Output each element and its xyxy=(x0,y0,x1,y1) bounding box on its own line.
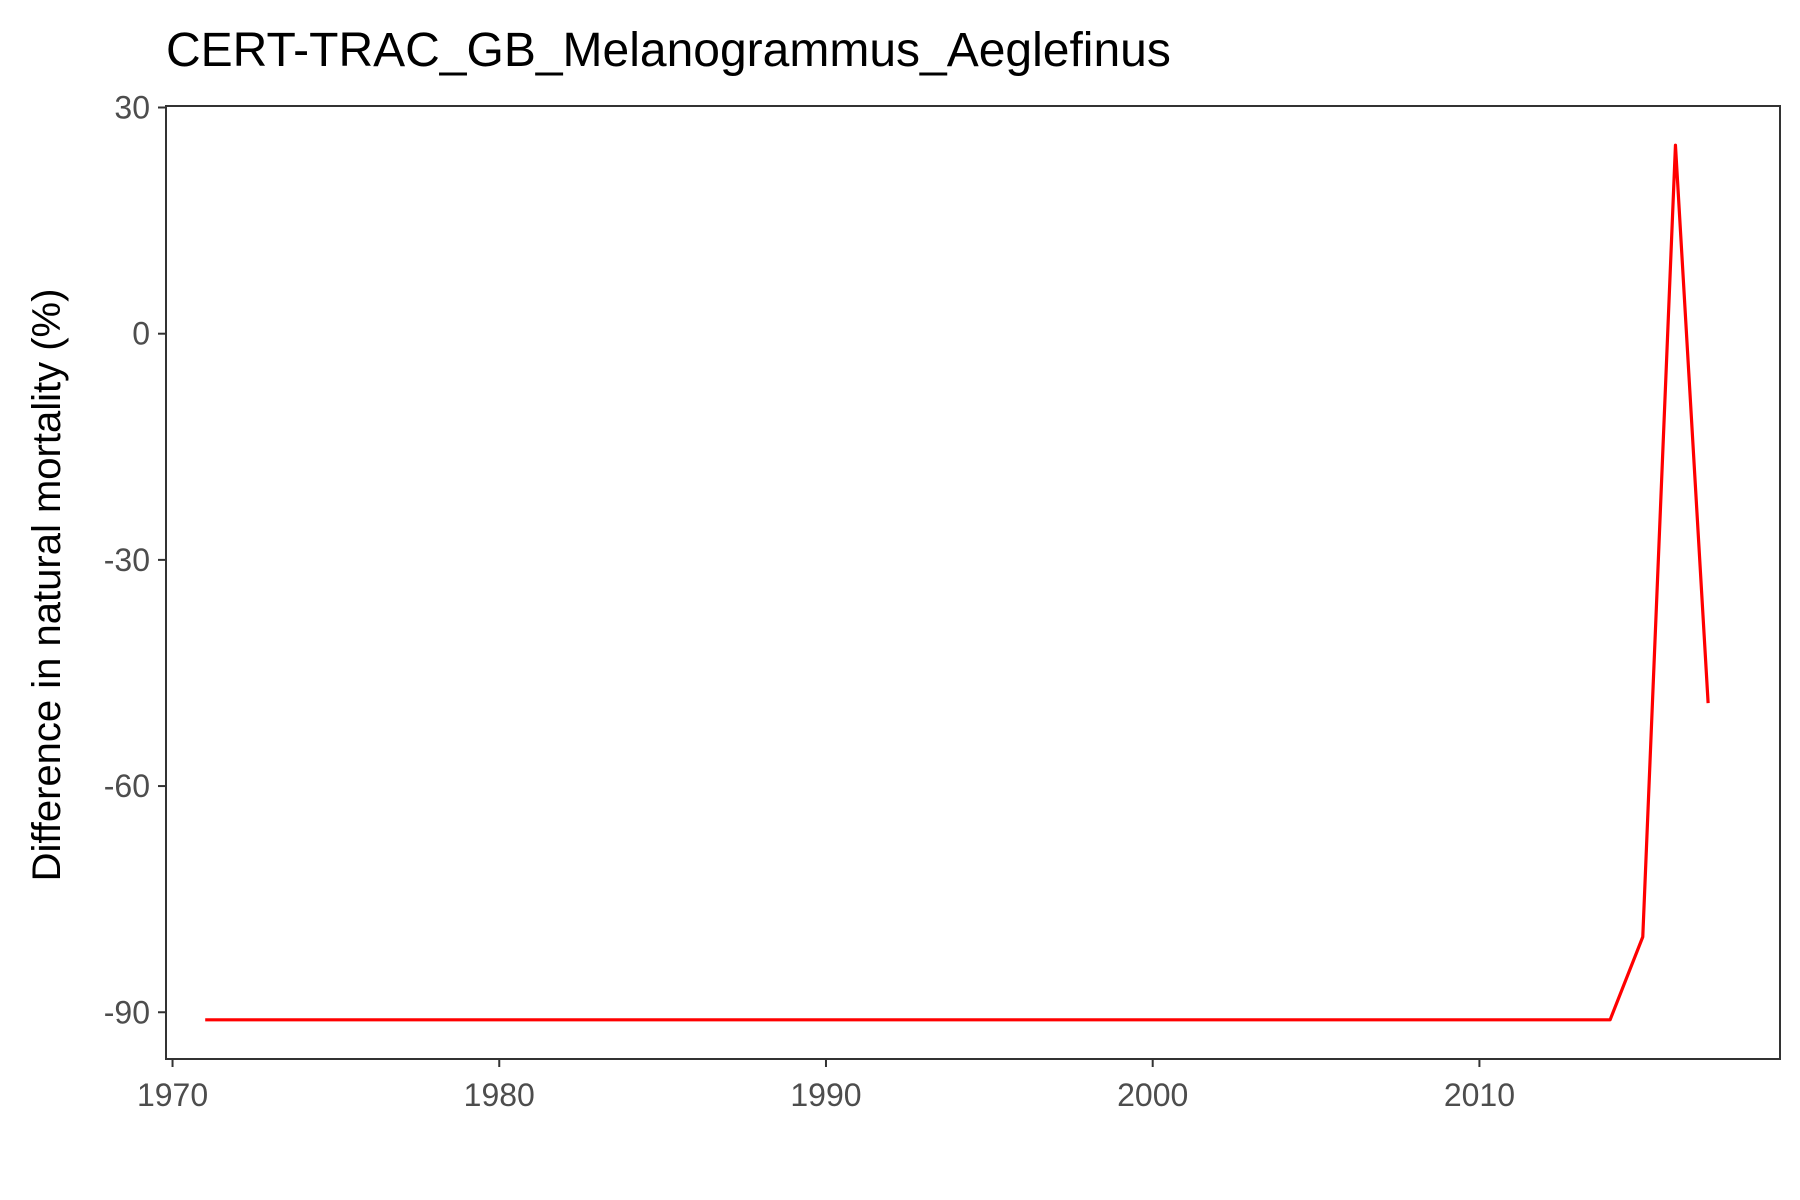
y-tick-label: 30 xyxy=(114,90,150,126)
x-tick-label: 1980 xyxy=(464,1077,535,1113)
x-tick-label: 2000 xyxy=(1117,1077,1188,1113)
plot-panel xyxy=(165,105,1781,1060)
x-tick-label: 2010 xyxy=(1444,1077,1515,1113)
y-axis: 30 0 -30 -60 -90 xyxy=(104,90,166,1030)
y-axis-label: Difference in natural mortality (%) xyxy=(25,289,69,882)
x-tick-label: 1990 xyxy=(790,1077,861,1113)
y-tick-label: -60 xyxy=(104,768,150,804)
series-layer xyxy=(205,143,1710,1022)
series-line xyxy=(205,143,1710,1022)
x-axis: 1970 1980 1990 2000 2010 xyxy=(137,1059,1515,1113)
y-tick-label: 0 xyxy=(132,316,150,352)
y-tick-label: -30 xyxy=(104,542,150,578)
x-tick-label: 1970 xyxy=(137,1077,208,1113)
y-tick-label: -90 xyxy=(104,994,150,1030)
chart-title: CERT-TRAC_GB_Melanogrammus_Aeglefinus xyxy=(166,24,1171,77)
